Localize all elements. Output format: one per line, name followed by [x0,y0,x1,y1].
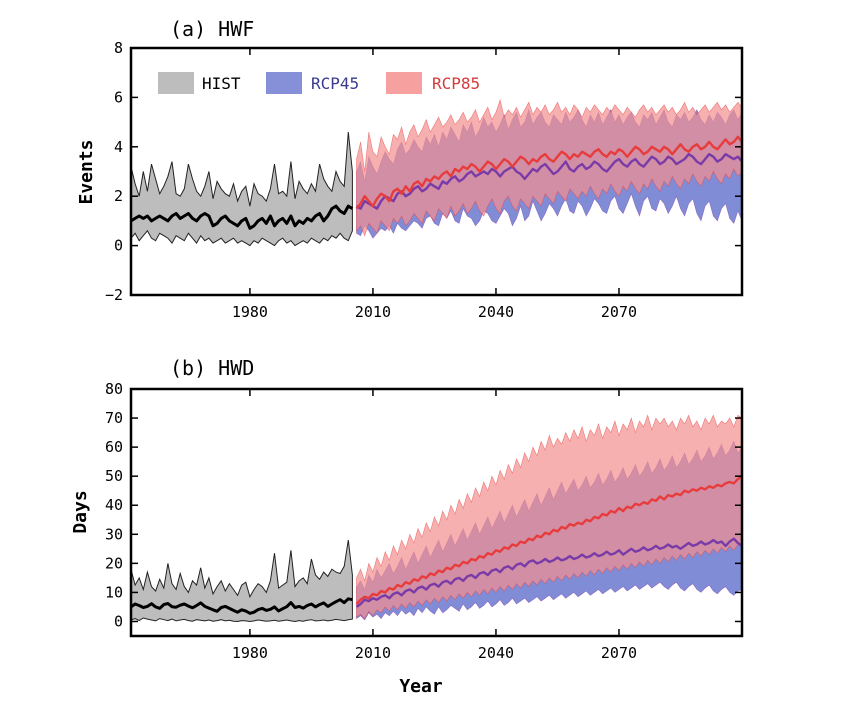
x-tick-label-hwf: 2070 [601,303,637,321]
panel-title-hwd: (b) HWD [170,356,254,380]
x-tick-label-hwd: 2010 [355,644,391,662]
y-tick-label-hwd: 30 [105,525,123,543]
y-tick-label-hwf: 2 [114,187,123,205]
mean-line-rcp45-hwf [355,153,742,210]
plot-frame-hwd [129,387,744,638]
x-tick-label-hwd: 2040 [478,644,514,662]
x-tick-label-hwf: 2040 [478,303,514,321]
x-axis-hwf: 1980 2010 2040 2070 [232,48,637,321]
plot-area-hwf [131,98,742,247]
y-axis-hwd: 0 10 20 30 40 50 60 70 80 [105,380,742,630]
mean-line-rcp85-hwf [355,135,742,210]
y-tick-label-hwd: 0 [114,612,123,630]
y-axis-label-hwd: Days [70,490,91,533]
legend: HIST RCP45 RCP85 [158,72,480,94]
y-tick-label-hwd: 80 [105,380,123,398]
y-tick-label-hwd: 10 [105,583,123,601]
x-tick-label-hwd: 2070 [601,644,637,662]
legend-label-hist: HIST [202,74,241,93]
y-axis-hwf: −2 0 2 4 6 8 [105,39,742,304]
y-tick-label-hwf: 8 [114,39,123,57]
mean-line-rcp85-hwd [355,475,742,605]
x-axis-label-year: Year [399,676,443,697]
x-tick-label-hwf: 1980 [232,303,268,321]
mean-line-hist-hwd [131,597,353,615]
y-tick-label-hwd: 20 [105,554,123,572]
y-tick-label-hwf: 0 [114,237,123,255]
y-axis-label-hwf: Events [76,139,97,204]
y-tick-label-hwd: 60 [105,438,123,456]
y-tick-label-hwf: 6 [114,88,123,106]
y-tick-label-hwd: 40 [105,496,123,514]
legend-label-rcp45: RCP45 [311,74,359,93]
y-tick-label-hwd: 50 [105,467,123,485]
y-tick-label-hwf: 4 [114,138,123,156]
legend-label-rcp85: RCP85 [432,74,480,93]
panel-title-hwf: (a) HWF [170,17,254,41]
x-axis-hwd: 1980 2010 2040 2070 [232,389,637,662]
x-tick-label-hwd: 1980 [232,644,268,662]
band-hist-hwf [131,131,353,247]
plot-area-hwd [131,414,742,623]
plot-frame-hwf [129,46,744,297]
x-tick-label-hwf: 2010 [355,303,391,321]
legend-swatch-rcp85 [386,72,422,94]
legend-swatch-hist [158,72,194,94]
y-tick-label-hwf: −2 [105,286,123,304]
legend-swatch-rcp45 [266,72,302,94]
band-hist-hwd [131,540,353,623]
panel-hwd: (b) HWD 0 10 20 30 40 50 60 70 80 1980 2010 2040 20… [70,356,744,697]
mean-line-hist-hwf [131,204,354,230]
mean-line-rcp45-hwd [355,537,742,608]
y-tick-label-hwd: 70 [105,409,123,427]
